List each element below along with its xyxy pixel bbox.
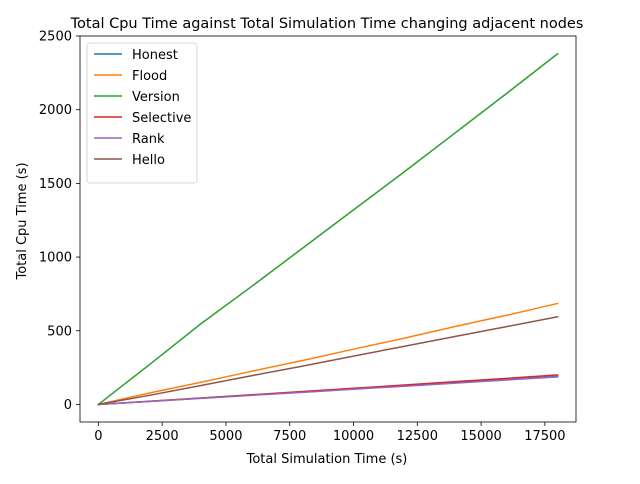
legend: Honest Flood Version Selective Rank Hello [86,42,198,184]
x-tick-label: 0 [94,429,102,444]
legend-label: Rank [132,132,165,147]
y-tick-label: 500 [47,324,72,339]
plot-area: 0 2500 5000 7500 10000 12500 15000 17500 0 500 100… [39,30,577,444]
series-line-rank [97,376,559,406]
axes-frame [79,35,577,423]
x-tick-label: 2500 [146,429,179,444]
y-tick-label: 1500 [39,177,72,192]
legend-label: Honest [132,48,178,63]
x-tick-label: 10000 [333,429,374,444]
x-tick-label: 12500 [397,429,438,444]
x-tick-label: 5000 [209,429,242,444]
legend-label: Version [132,90,180,105]
x-tick-label: 15000 [460,429,501,444]
y-tick-label: 2500 [39,30,72,45]
y-tick-label: 0 [64,398,72,413]
x-axis-label: Total Simulation Time (s) [246,452,408,467]
x-tick-label: 7500 [273,429,306,444]
legend-label: Selective [132,111,191,126]
series-line-hello [97,315,559,406]
legend-label: Flood [132,69,167,84]
series-line-version [97,52,559,406]
y-axis-label: Total Cpu Time (s) [15,162,30,280]
y-tick-label: 2000 [39,103,72,118]
y-tick-label: 1000 [39,251,72,266]
legend-box [86,42,198,184]
legend-label: Hello [132,153,165,168]
x-tick-label: 17500 [524,429,565,444]
series-line-flood [97,302,559,406]
chart-title: Total Cpu Time against Total Simulation … [70,16,584,32]
